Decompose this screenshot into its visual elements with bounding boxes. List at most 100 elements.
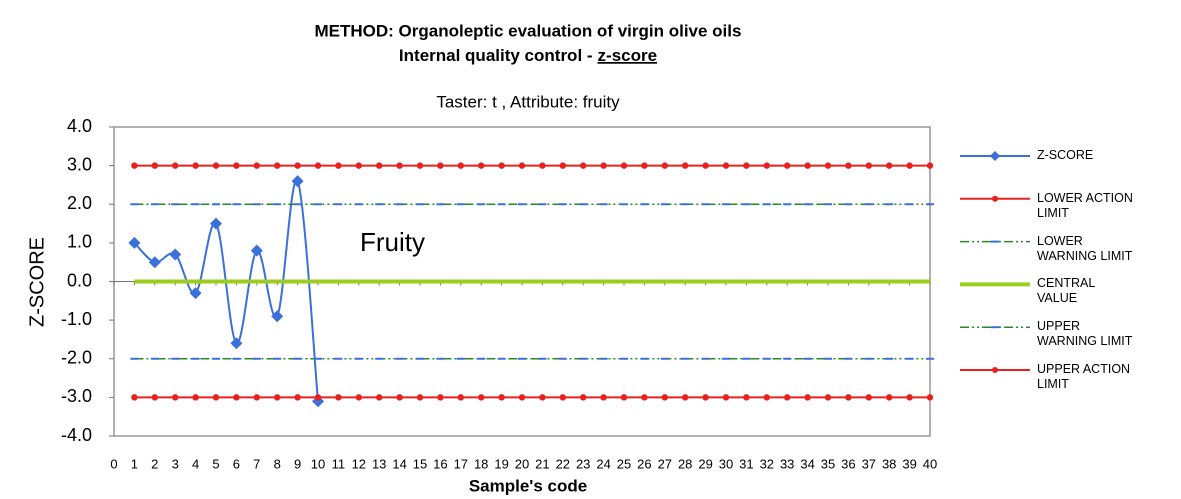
x-tick-label: 4 — [192, 456, 199, 471]
point — [253, 162, 260, 169]
point — [620, 162, 628, 169]
legend-marker — [992, 195, 998, 202]
x-tick-label: 17 — [454, 456, 468, 471]
point — [478, 394, 485, 401]
x-tick-label: 25 — [617, 456, 631, 471]
chart-title: METHOD: Organoleptic evaluation of virgi… — [315, 21, 742, 40]
point — [722, 394, 730, 401]
point — [151, 394, 158, 401]
point — [294, 162, 301, 169]
point — [314, 162, 322, 169]
point — [661, 162, 668, 169]
point — [250, 244, 263, 257]
x-tick-label: 5 — [212, 456, 219, 471]
point — [355, 394, 362, 401]
legend-marker — [992, 367, 998, 373]
point — [865, 394, 872, 401]
point — [416, 394, 424, 401]
point — [784, 162, 791, 169]
legend-label: LOWER ACTION LIMIT — [1037, 190, 1133, 220]
point — [743, 162, 750, 169]
point — [169, 248, 182, 261]
point — [763, 162, 770, 169]
point — [128, 236, 141, 249]
point — [212, 162, 220, 169]
point — [294, 394, 301, 401]
point — [233, 394, 240, 401]
point — [457, 162, 464, 169]
point — [192, 162, 199, 169]
point — [804, 394, 811, 401]
point — [355, 162, 362, 169]
x-tick-label: 19 — [494, 456, 508, 471]
point — [559, 394, 566, 401]
point — [906, 394, 913, 401]
point — [926, 162, 934, 169]
x-tick-label: 33 — [780, 456, 794, 471]
point — [661, 394, 668, 401]
point — [396, 394, 403, 401]
point — [580, 162, 587, 169]
x-tick-label: 10 — [311, 456, 325, 471]
point — [702, 394, 709, 401]
x-tick-label: 39 — [902, 456, 916, 471]
x-tick-label: 9 — [294, 456, 301, 471]
point — [437, 162, 444, 169]
legend-label: UPPER ACTION LIMIT — [1037, 362, 1131, 391]
point — [172, 394, 179, 401]
point — [457, 394, 464, 401]
point — [580, 394, 587, 401]
point — [682, 394, 689, 401]
point — [906, 162, 913, 169]
point — [600, 162, 607, 169]
x-tick-label: 0 — [110, 456, 117, 471]
point — [824, 394, 832, 401]
x-tick-label: 13 — [372, 456, 386, 471]
point — [376, 162, 383, 169]
legend-marker — [990, 151, 1000, 161]
point — [600, 394, 607, 401]
legend-entry — [960, 195, 1030, 202]
point — [189, 287, 202, 300]
x-tick-label: 37 — [862, 456, 876, 471]
point — [926, 394, 934, 401]
y-tick-label: -4.0 — [61, 425, 92, 445]
x-tick-label: 24 — [596, 456, 610, 471]
x-tick-label: 32 — [760, 456, 774, 471]
point — [804, 162, 811, 169]
legend-label: LOWER WARNING LIMIT — [1037, 233, 1133, 263]
x-tick-label: 8 — [274, 456, 281, 471]
point — [539, 162, 546, 169]
point — [845, 162, 852, 169]
x-tick-label: 26 — [637, 456, 651, 471]
point — [722, 162, 730, 169]
point — [210, 217, 222, 230]
point — [335, 394, 342, 401]
y-tick-label: 1.0 — [67, 232, 92, 252]
y-tick-label: 4.0 — [67, 116, 92, 136]
title-part: z-score — [598, 46, 658, 65]
point — [396, 162, 403, 169]
x-tick-label: 40 — [923, 456, 937, 471]
y-tick-label: -3.0 — [61, 386, 92, 406]
point — [416, 162, 424, 169]
x-axis-label: Sample's code — [469, 476, 587, 495]
point — [172, 162, 179, 169]
point — [274, 162, 281, 169]
legend-label: CENTRAL VALUE — [1037, 276, 1095, 306]
point — [314, 394, 322, 401]
point — [230, 337, 243, 350]
point — [151, 162, 158, 169]
point — [518, 162, 526, 169]
y-tick-label: 2.0 — [67, 193, 92, 213]
point — [498, 394, 505, 401]
point — [539, 394, 546, 401]
point — [559, 162, 566, 169]
x-tick-label: 11 — [332, 456, 346, 471]
point — [824, 162, 832, 169]
x-tick-label: 38 — [882, 456, 896, 471]
point — [271, 310, 284, 323]
point — [212, 394, 220, 401]
y-tick-label: -1.0 — [61, 309, 92, 329]
